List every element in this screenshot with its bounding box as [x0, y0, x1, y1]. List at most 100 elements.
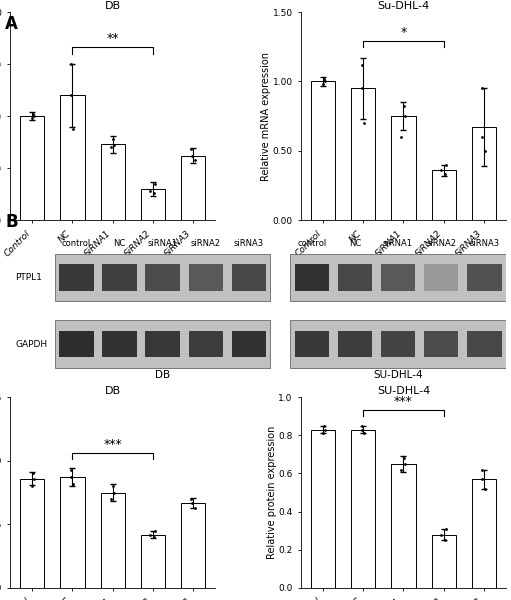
Point: [401, 112, 409, 121]
Point: [69, 124, 77, 133]
Point: [442, 160, 450, 170]
Y-axis label: Relative mRNA expression: Relative mRNA expression: [261, 52, 271, 181]
Point: [67, 465, 75, 475]
Bar: [351, 430, 376, 588]
Point: [358, 425, 366, 434]
Text: siRNA3: siRNA3: [469, 239, 499, 248]
Title: SU-DHL-4: SU-DHL-4: [377, 386, 430, 396]
Point: [29, 469, 37, 478]
Text: NC: NC: [349, 239, 361, 248]
Bar: [472, 479, 496, 588]
Point: [67, 91, 75, 100]
Bar: [294, 331, 329, 358]
Point: [188, 498, 196, 508]
Text: siRNA3: siRNA3: [234, 239, 264, 248]
Text: *: *: [400, 26, 407, 39]
Bar: [60, 477, 84, 588]
Point: [188, 494, 196, 503]
Bar: [60, 95, 84, 220]
Bar: [101, 493, 125, 588]
Point: [401, 459, 409, 469]
Point: [110, 488, 119, 497]
Point: [106, 143, 114, 152]
Text: control: control: [297, 239, 327, 248]
Point: [69, 479, 77, 488]
Bar: [141, 535, 165, 588]
Point: [146, 187, 154, 196]
Text: SU-DHL-4: SU-DHL-4: [373, 370, 423, 380]
Point: [109, 481, 117, 491]
Point: [67, 59, 75, 69]
Point: [151, 526, 159, 536]
Point: [400, 454, 408, 463]
Bar: [146, 331, 180, 358]
Bar: [424, 331, 458, 358]
Title: Su-DHL-4: Su-DHL-4: [377, 1, 430, 11]
Point: [437, 530, 446, 539]
Text: ***: ***: [103, 438, 122, 451]
Point: [320, 421, 329, 430]
Text: A: A: [5, 15, 18, 33]
Point: [481, 146, 490, 155]
Point: [188, 151, 196, 161]
Point: [437, 166, 446, 175]
Point: [358, 421, 366, 430]
Point: [360, 118, 368, 128]
Point: [28, 481, 36, 491]
Point: [442, 524, 450, 533]
Text: NC: NC: [113, 239, 126, 248]
Bar: [351, 88, 376, 220]
Point: [151, 179, 159, 188]
Bar: [102, 265, 137, 291]
Y-axis label: Relative protein expression: Relative protein expression: [267, 426, 277, 559]
Point: [318, 428, 327, 438]
Bar: [381, 331, 415, 358]
Point: [478, 132, 486, 142]
Point: [440, 170, 449, 179]
Bar: [55, 254, 270, 301]
Bar: [391, 116, 415, 220]
Text: siRNA2: siRNA2: [426, 239, 456, 248]
Text: **: **: [106, 32, 119, 46]
Point: [110, 140, 119, 150]
Point: [400, 101, 408, 111]
Bar: [338, 265, 372, 291]
Point: [29, 109, 37, 119]
Bar: [189, 331, 223, 358]
Bar: [20, 116, 44, 220]
Point: [67, 472, 75, 482]
Point: [358, 60, 366, 70]
Bar: [311, 430, 335, 588]
Text: siRNA1: siRNA1: [383, 239, 413, 248]
Bar: [55, 320, 270, 368]
Point: [440, 535, 449, 545]
Bar: [294, 265, 329, 291]
Point: [28, 113, 36, 123]
Title: DB: DB: [105, 386, 121, 396]
Point: [320, 74, 329, 83]
Text: control: control: [62, 239, 91, 248]
Point: [318, 79, 327, 89]
Point: [321, 425, 330, 434]
Point: [191, 503, 199, 512]
Bar: [20, 479, 44, 588]
Point: [109, 134, 117, 144]
Title: DB: DB: [105, 1, 121, 11]
Point: [188, 145, 196, 154]
Bar: [181, 503, 205, 588]
Point: [478, 475, 486, 484]
Bar: [231, 265, 266, 291]
Bar: [381, 265, 415, 291]
Bar: [290, 320, 506, 368]
Text: siRNA1: siRNA1: [148, 239, 178, 248]
Bar: [290, 254, 506, 301]
Point: [358, 83, 366, 93]
Point: [478, 465, 486, 475]
Bar: [424, 265, 458, 291]
Point: [191, 155, 199, 165]
Bar: [146, 265, 180, 291]
Text: DB: DB: [155, 370, 170, 380]
Bar: [189, 265, 223, 291]
Text: ***: ***: [394, 395, 413, 409]
Bar: [102, 331, 137, 358]
